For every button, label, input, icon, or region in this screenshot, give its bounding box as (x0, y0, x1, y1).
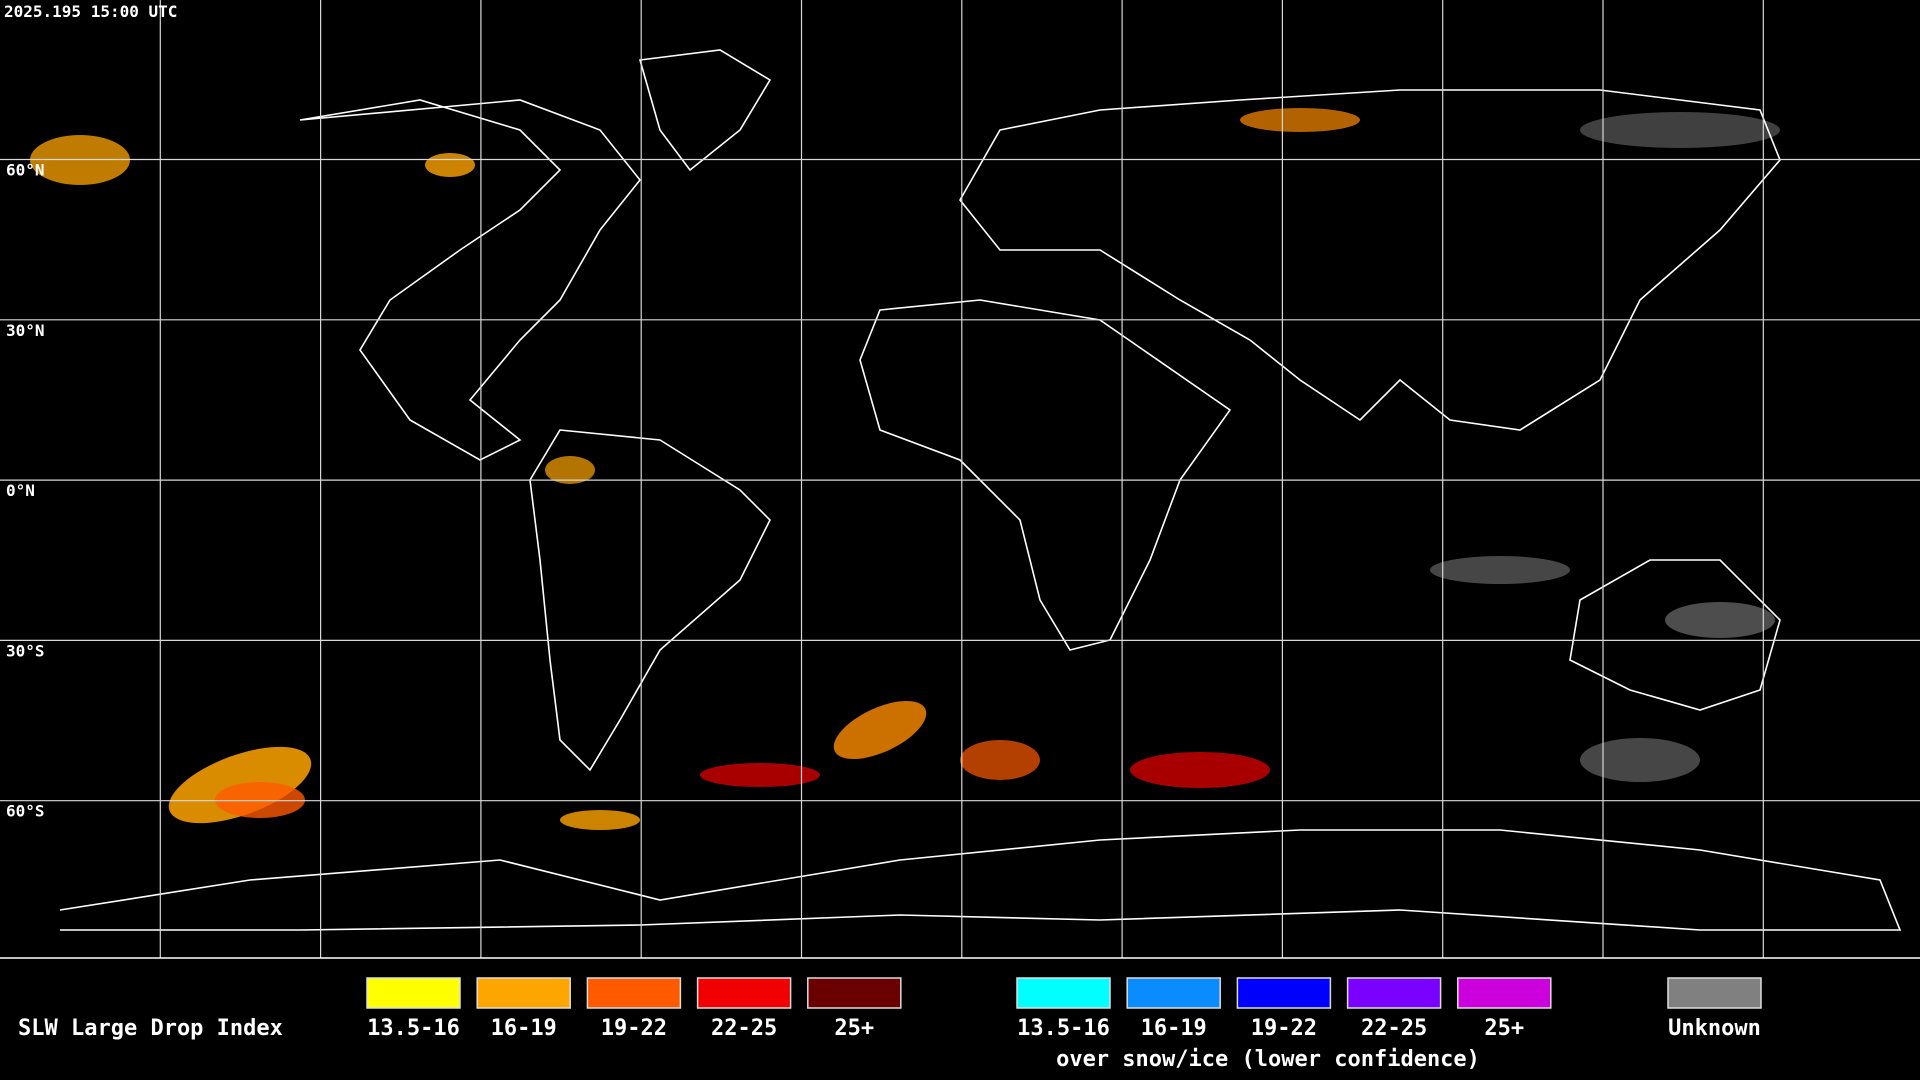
legend-swatch (807, 977, 902, 1009)
legend-label: 19-22 (601, 1016, 667, 1041)
legend-swatch (696, 977, 792, 1009)
lat-label: 60°N (6, 161, 45, 180)
lat-label: 30°S (6, 641, 45, 660)
coastlines (59, 49, 1902, 931)
lat-label: 60°S (6, 802, 45, 821)
legend-swatch (476, 977, 571, 1009)
graticule (0, 0, 1920, 958)
legend-label: 13.5-16 (1017, 1016, 1110, 1041)
legend-swatch (1236, 977, 1332, 1009)
lat-label: 30°N (6, 321, 45, 340)
legend-swatch (1457, 977, 1552, 1009)
legend-swatch (586, 977, 682, 1009)
legend-swatch (1667, 977, 1762, 1009)
legend-label: 16-19 (1141, 1016, 1207, 1041)
legend-label: 16-19 (491, 1016, 557, 1041)
legend-title: SLW Large Drop Index (18, 1016, 283, 1041)
legend: 13.5-16 16-19 19-22 22-25 25+ 13.5-16 16-19 19-… (366, 977, 1762, 1072)
legend-label: 19-22 (1251, 1016, 1317, 1041)
legend-label: 25+ (1484, 1016, 1524, 1041)
legend-label: 22-25 (1361, 1016, 1427, 1041)
legend-swatch (1346, 977, 1442, 1009)
legend-label: 22-25 (711, 1016, 777, 1041)
timestamp: 2025.195 15:00 UTC (4, 2, 177, 21)
legend-swatch (1126, 977, 1221, 1009)
lat-label: 0°N (6, 481, 35, 500)
lat-labels: 60°N 30°N 0°N 30°S 60°S (6, 161, 45, 821)
legend-label: 25+ (834, 1016, 874, 1041)
legend-label: Unknown (1668, 1016, 1761, 1041)
legend-swatch (366, 977, 461, 1009)
legend-caption: over snow/ice (lower confidence) (1056, 1047, 1480, 1072)
legend-label: 13.5-16 (367, 1016, 460, 1041)
legend-swatch (1016, 977, 1111, 1009)
